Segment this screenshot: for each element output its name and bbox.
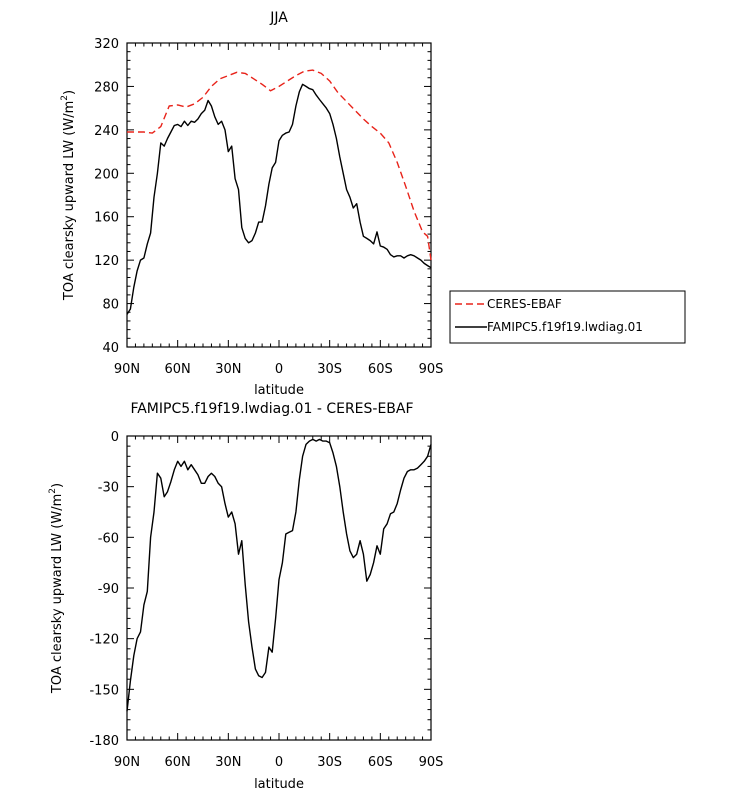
top-x-tick-label: 60S bbox=[368, 362, 393, 377]
top-x-tick-label: 60N bbox=[165, 362, 191, 377]
top-x-tick-label: 30S bbox=[317, 362, 342, 377]
top-series-line-ceres bbox=[127, 69, 432, 261]
top-y-tick-label: 320 bbox=[94, 37, 119, 52]
top-plot-frame bbox=[126, 42, 432, 348]
bottom-panel-title: FAMIPC5.f19f19.lwdiag.01 - CERES-EBAF bbox=[130, 401, 413, 417]
bottom-x-tick-label: 30S bbox=[317, 755, 342, 770]
bottom-x-tick-labels: 90N 60N 30N 0 30S 60S 90S bbox=[114, 755, 444, 770]
bottom-series-line-model bbox=[126, 438, 432, 712]
bottom-y-axis-title: TOA clearsky upward LW (W/m2) bbox=[48, 483, 65, 694]
bottom-y-tick-label: 0 bbox=[111, 430, 119, 445]
top-y-tick-label: 160 bbox=[94, 211, 119, 226]
top-y-axis-title-main: TOA clearsky upward LW (W/m bbox=[62, 101, 77, 301]
top-y-tick-label: 40 bbox=[102, 341, 119, 356]
top-y-axis-title-superscript: 2 bbox=[60, 95, 70, 101]
bottom-x-tick-label: 30N bbox=[215, 755, 241, 770]
bottom-y-tick-label: -30 bbox=[98, 481, 119, 496]
bottom-y-axis-title-main: TOA clearsky upward LW (W/m bbox=[50, 494, 65, 694]
top-y-tick-label: 200 bbox=[94, 167, 119, 182]
bottom-x-tick-label: 60S bbox=[368, 755, 393, 770]
bottom-y-tick-label: -180 bbox=[89, 734, 119, 749]
top-series-lines bbox=[126, 69, 432, 315]
bottom-ticks bbox=[126, 435, 432, 741]
top-y-tick-label: 120 bbox=[94, 254, 119, 269]
bottom-x-tick-label: 0 bbox=[275, 755, 283, 770]
top-x-tick-labels: 90N 60N 30N 0 30S 60S 90S bbox=[114, 362, 444, 377]
top-panel: JJA 40 80 120 160 200 240 280 320 90N 60N 30N 0 30S… bbox=[60, 10, 686, 398]
top-y-tick-labels: 40 80 120 160 200 240 280 320 bbox=[94, 37, 119, 356]
legend-label-ceres: CERES-EBAF bbox=[487, 297, 562, 311]
top-x-tick-label: 30N bbox=[215, 362, 241, 377]
top-x-tick-label: 0 bbox=[275, 362, 283, 377]
bottom-x-tick-label: 60N bbox=[165, 755, 191, 770]
top-y-tick-label: 80 bbox=[102, 298, 119, 313]
bottom-y-tick-label: -60 bbox=[98, 531, 119, 546]
bottom-y-tick-label: -150 bbox=[89, 683, 119, 698]
top-x-tick-label: 90S bbox=[419, 362, 444, 377]
bottom-y-tick-label: -120 bbox=[89, 633, 119, 648]
top-ticks bbox=[126, 42, 432, 348]
bottom-plot-frame bbox=[126, 435, 432, 741]
legend-label-model: FAMIPC5.f19f19.lwdiag.01 bbox=[487, 320, 643, 334]
legend: CERES-EBAF FAMIPC5.f19f19.lwdiag.01 bbox=[449, 290, 686, 344]
top-y-tick-label: 240 bbox=[94, 124, 119, 139]
bottom-x-axis-title: latitude bbox=[254, 777, 304, 792]
bottom-y-axis-title-close: ) bbox=[50, 483, 65, 488]
bottom-y-tick-label: -90 bbox=[98, 582, 119, 597]
top-x-axis-title: latitude bbox=[254, 383, 304, 398]
top-series-line-model bbox=[126, 83, 432, 315]
bottom-y-tick-labels: -180 -150 -120 -90 -60 -30 0 bbox=[89, 430, 119, 749]
legend-box bbox=[449, 290, 686, 344]
top-panel-title: JJA bbox=[269, 10, 288, 26]
top-y-tick-label: 280 bbox=[94, 80, 119, 95]
top-x-tick-label: 90N bbox=[114, 362, 140, 377]
bottom-panel: FAMIPC5.f19f19.lwdiag.01 - CERES-EBAF -1… bbox=[48, 401, 443, 792]
bottom-x-tick-label: 90N bbox=[114, 755, 140, 770]
bottom-x-tick-label: 90S bbox=[419, 755, 444, 770]
top-y-axis-title: TOA clearsky upward LW (W/m2) bbox=[60, 90, 77, 301]
bottom-series-lines bbox=[126, 438, 432, 712]
bottom-y-axis-title-superscript: 2 bbox=[48, 488, 58, 494]
top-y-axis-title-close: ) bbox=[62, 90, 77, 95]
